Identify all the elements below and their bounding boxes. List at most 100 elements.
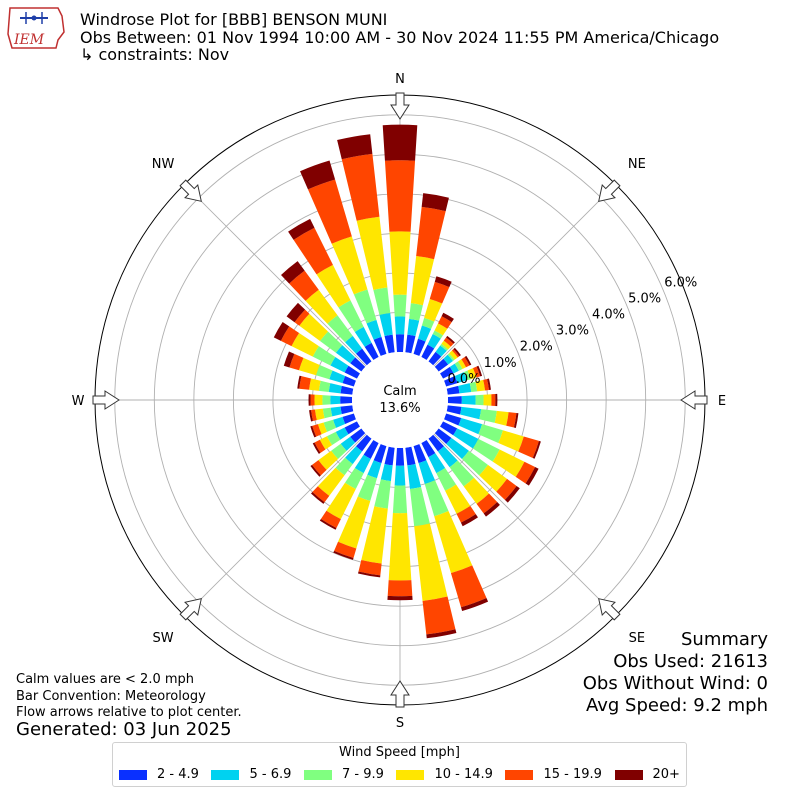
wind-bar-segment [374, 479, 391, 509]
legend-label: 5 - 6.9 [249, 767, 292, 782]
wind-bar-segment [312, 346, 336, 366]
radial-tick-label: 1.0% [484, 356, 517, 371]
wind-bar-segment [416, 206, 446, 260]
wind-bar-segment [467, 368, 477, 380]
wind-bar-segment [434, 358, 449, 372]
wind-bar-segment [280, 326, 300, 347]
wind-bar-segment [422, 596, 456, 635]
wind-bar-segment [472, 366, 481, 378]
wind-bar-segment [393, 294, 407, 317]
summary-heading: Summary [681, 629, 768, 650]
wind-bar-segment [309, 378, 321, 391]
wind-bar-segment [443, 354, 453, 365]
wind-bar-segment [461, 450, 488, 476]
wind-bar-segment [312, 460, 327, 476]
wind-bar-segment [337, 134, 373, 160]
wind-bar-segment [461, 395, 476, 405]
wind-bar-segment [317, 467, 345, 496]
wind-bar-segment [314, 408, 325, 421]
wind-bar-segment [335, 345, 356, 364]
wind-bar-segment [424, 298, 443, 322]
wind-bar-segment [449, 460, 474, 487]
wind-bar-segment [413, 443, 427, 464]
wind-bar-segment [310, 394, 315, 406]
wind-bar-segment [434, 276, 452, 288]
wind-bar-segment [440, 343, 449, 351]
wind-bar-segment [297, 375, 302, 389]
wind-bar-segment [456, 505, 476, 523]
wind-bar-segment [312, 442, 321, 454]
wind-bar-segment [475, 379, 486, 392]
wind-bar-segment [445, 484, 471, 514]
wind-bar-segment [461, 597, 489, 612]
direction-label: SE [629, 631, 645, 646]
wind-bar-segment [316, 364, 333, 380]
wind-bar-segment [298, 357, 320, 376]
wind-bar-segment [335, 457, 353, 476]
wind-bar-segment [286, 302, 306, 323]
wind-bar-segment [318, 450, 339, 470]
grid-spoke [399, 184, 616, 401]
radial-tick-labels: 0.0%1.0%2.0%3.0%4.0%5.0%6.0% [448, 275, 698, 386]
iem-logo: IEM [4, 4, 68, 52]
wind-bar-segment [434, 323, 448, 336]
legend-item: 2 - 4.9 [119, 767, 199, 782]
wind-bar-segment [373, 443, 387, 464]
wind-bar-segment [316, 264, 351, 308]
wind-bar-segment [427, 333, 441, 349]
wind-bar-segment [451, 349, 460, 358]
wind-bar-segment [432, 330, 443, 339]
wind-bar-segment [333, 416, 346, 428]
wind-bar-segment [421, 439, 436, 458]
wind-bar-segment [532, 440, 541, 459]
wind-bar-segment [289, 270, 319, 301]
wind-bar-segment [327, 315, 353, 343]
wind-bar-segment [345, 446, 363, 465]
wind-bar-segment [366, 319, 382, 340]
wind-bar-segment [469, 381, 478, 393]
wind-bar-segment [392, 485, 408, 514]
direction-label: N [395, 72, 405, 87]
wind-bar-segment [326, 482, 356, 520]
wind-bar-segment [330, 406, 342, 417]
wind-bar-segment [421, 344, 435, 361]
wind-bar-segment [330, 357, 349, 373]
legend-item: 7 - 9.9 [303, 767, 384, 782]
generated-date: Generated: 03 Jun 2025 [16, 719, 232, 740]
direction-arrow [598, 598, 621, 621]
wind-bar-segment [449, 350, 458, 360]
legend-label: 7 - 9.9 [341, 767, 384, 782]
wind-bar-segment [409, 487, 430, 527]
wind-bar-segment [483, 394, 492, 406]
wind-bar-segment [317, 422, 328, 435]
wind-bar-segment [525, 467, 539, 486]
legend-label: 20+ [652, 767, 680, 782]
wind-bar-segment [446, 437, 469, 459]
wind-bar-segment [475, 394, 484, 406]
wind-bar-segment [380, 463, 393, 482]
wind-bar-segment [421, 317, 435, 329]
summary-obs-without-wind: Obs Without Wind: 0 [582, 673, 768, 694]
wind-bar-segment [387, 580, 413, 597]
legend-items: 2 - 4.9 5 - 6.9 7 - 9.9 10 - 14.9 15 - 1… [119, 767, 680, 782]
wind-bar-segment [300, 160, 336, 190]
wind-bar-segment [283, 351, 295, 368]
wind-bar-segment [441, 340, 451, 350]
calm-circle [352, 352, 448, 448]
wind-bar-segment [487, 378, 491, 391]
arrow-shape [390, 680, 410, 708]
calm-note: Calm values are < 2.0 mph [16, 672, 195, 687]
wind-bar-segment [463, 477, 489, 504]
wind-bar-segment [453, 428, 479, 449]
wind-bar-segment [492, 449, 525, 477]
wind-bar-segment [319, 331, 343, 353]
wind-bar-segment [312, 486, 330, 503]
wind-bar-segment [461, 357, 470, 368]
wind-bar-segment [350, 428, 366, 443]
wind-bar-segment [506, 412, 517, 428]
wind-bar-segment [384, 334, 395, 354]
wind-bar-segment [438, 316, 452, 329]
wind-bar-segment [310, 464, 321, 477]
wind-bar-segment [413, 338, 426, 357]
wind-bar-segment [314, 439, 326, 453]
